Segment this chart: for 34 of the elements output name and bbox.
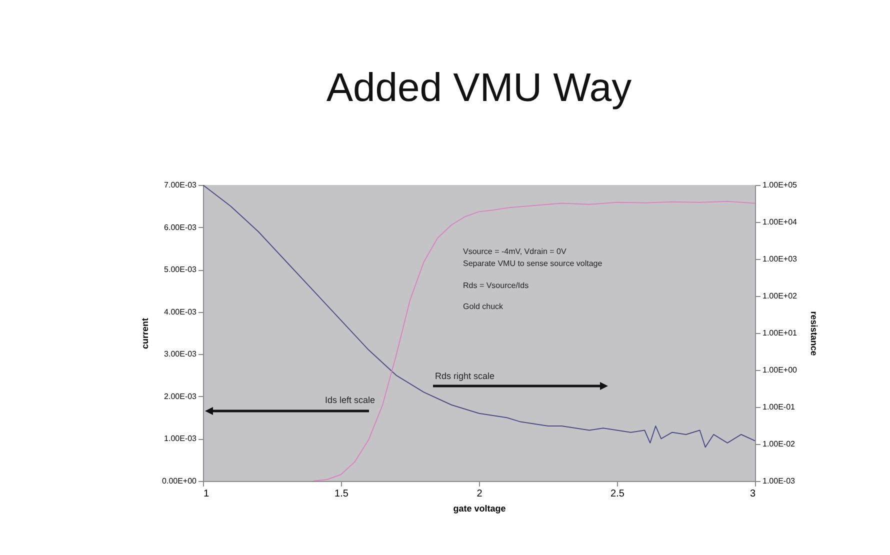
y-tick-label: 5.00E-03 [164, 265, 198, 274]
y2-tick-label: 1.00E+03 [762, 254, 798, 264]
x-tick-label: 1.5 [334, 488, 349, 500]
y2-tick-label: 1.00E+00 [762, 366, 798, 374]
annotation: Rds = Vsource/Ids [463, 281, 529, 290]
annotation: Ids left scale [325, 395, 376, 405]
chart-title: Added VMU Way [326, 66, 632, 110]
x-axis-title: gate voltage [453, 504, 506, 514]
y2-tick-label: 1.00E-02 [762, 440, 796, 448]
y-tick-label: 1.00E-03 [164, 434, 198, 444]
y2-tick-label: 1.00E-03 [762, 476, 796, 486]
annotation: Gold chuck [463, 302, 504, 311]
y2-tick-label: 1.00E+02 [762, 292, 798, 300]
y-tick-label: 3.00E-03 [164, 350, 198, 359]
x-tick-label: 2.5 [610, 488, 625, 500]
y2-tick-label: 1.00E-01 [762, 402, 796, 412]
y-tick-label: 7.00E-03 [164, 180, 198, 190]
y2-axis-title: resistance [808, 311, 819, 356]
y2-tick-label: 1.00E+01 [762, 328, 798, 338]
y-tick-label: 2.00E-03 [164, 392, 198, 401]
y2-tick-label: 1.00E+05 [762, 180, 798, 190]
y-tick-label: 6.00E-03 [164, 222, 198, 232]
annotation: Rds right scale [435, 371, 495, 381]
y-tick-label: 0.00E+00 [162, 476, 198, 486]
x-tick-label: 1 [204, 488, 210, 500]
y-axis-title: current [140, 318, 150, 350]
annotation: Separate VMU to sense source voltage [463, 259, 603, 268]
y-tick-label: 4.00E-03 [164, 307, 198, 316]
x-tick-label: 3 [750, 488, 756, 500]
x-tick-label: 2 [476, 488, 483, 500]
annotation: Vsource = -4mV, Vdrain = 0V [463, 247, 567, 256]
line-series [312, 200, 755, 481]
y2-tick-label: 1.00E+04 [762, 218, 798, 226]
line-series [203, 185, 755, 448]
